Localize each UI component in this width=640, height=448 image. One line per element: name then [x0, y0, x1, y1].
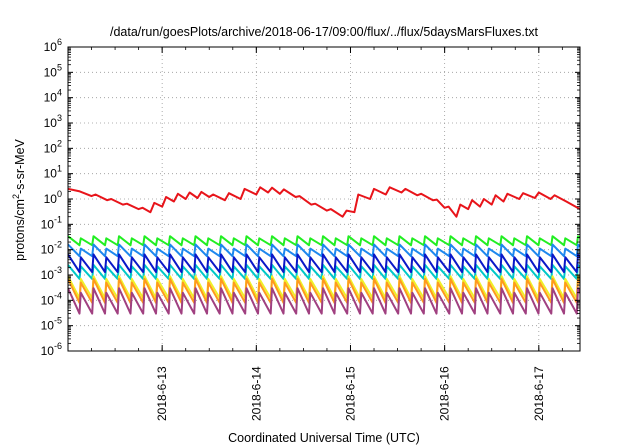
- y-tick-label: 102: [44, 138, 62, 155]
- x-axis: 2018-6-13 2018-6-14 2018-6-15 2018-6-16 2018…: [67, 47, 563, 421]
- y-tick-label: 10-3: [41, 265, 62, 282]
- x-tick-label: 2018-6-16: [438, 366, 452, 421]
- y-tick-label: 10-2: [41, 240, 62, 257]
- y-axis-label-base: protons/cm: [13, 199, 27, 261]
- x-axis-label: Coordinated Universal Time (UTC): [228, 431, 420, 445]
- series-line: [68, 235, 580, 247]
- y-tick-label: 100: [44, 189, 62, 206]
- y-tick-label: 103: [44, 113, 62, 130]
- y-tick-label: 104: [44, 88, 62, 105]
- x-tick-label: 2018-6-15: [343, 366, 357, 421]
- series-line: [68, 253, 580, 274]
- y-tick-label: 10-6: [41, 341, 62, 358]
- y-tick-label: 106: [44, 37, 62, 54]
- y-tick-label: 105: [44, 62, 62, 79]
- y-axis-label: protons/cm2-s-sr-MeV: [11, 138, 27, 260]
- y-tick-label: 101: [44, 164, 62, 181]
- y-axis-label-sup: 2: [11, 194, 21, 199]
- x-tick-label: 2018-6-17: [532, 366, 546, 421]
- x-tick-label: 2018-6-13: [155, 366, 169, 421]
- chart-title: /data/run/goesPlots/archive/2018-06-17/0…: [110, 25, 539, 39]
- y-tick-label: 10-1: [41, 214, 62, 231]
- y-tick-label: 10-5: [41, 316, 62, 333]
- series-line: [68, 186, 580, 218]
- x-tick-label: 2018-6-14: [249, 366, 263, 421]
- series-line: [68, 243, 580, 258]
- y-axis: 10-6 10-5 10-4 10-3 10-2 10-1 100 101 102 103 104 1…: [41, 37, 580, 358]
- y-axis-label-tail: -s-sr-MeV: [13, 138, 27, 194]
- series-group: [68, 186, 580, 315]
- series-line: [68, 287, 580, 315]
- grid: [68, 47, 580, 351]
- y-tick-label: 10-4: [41, 290, 62, 307]
